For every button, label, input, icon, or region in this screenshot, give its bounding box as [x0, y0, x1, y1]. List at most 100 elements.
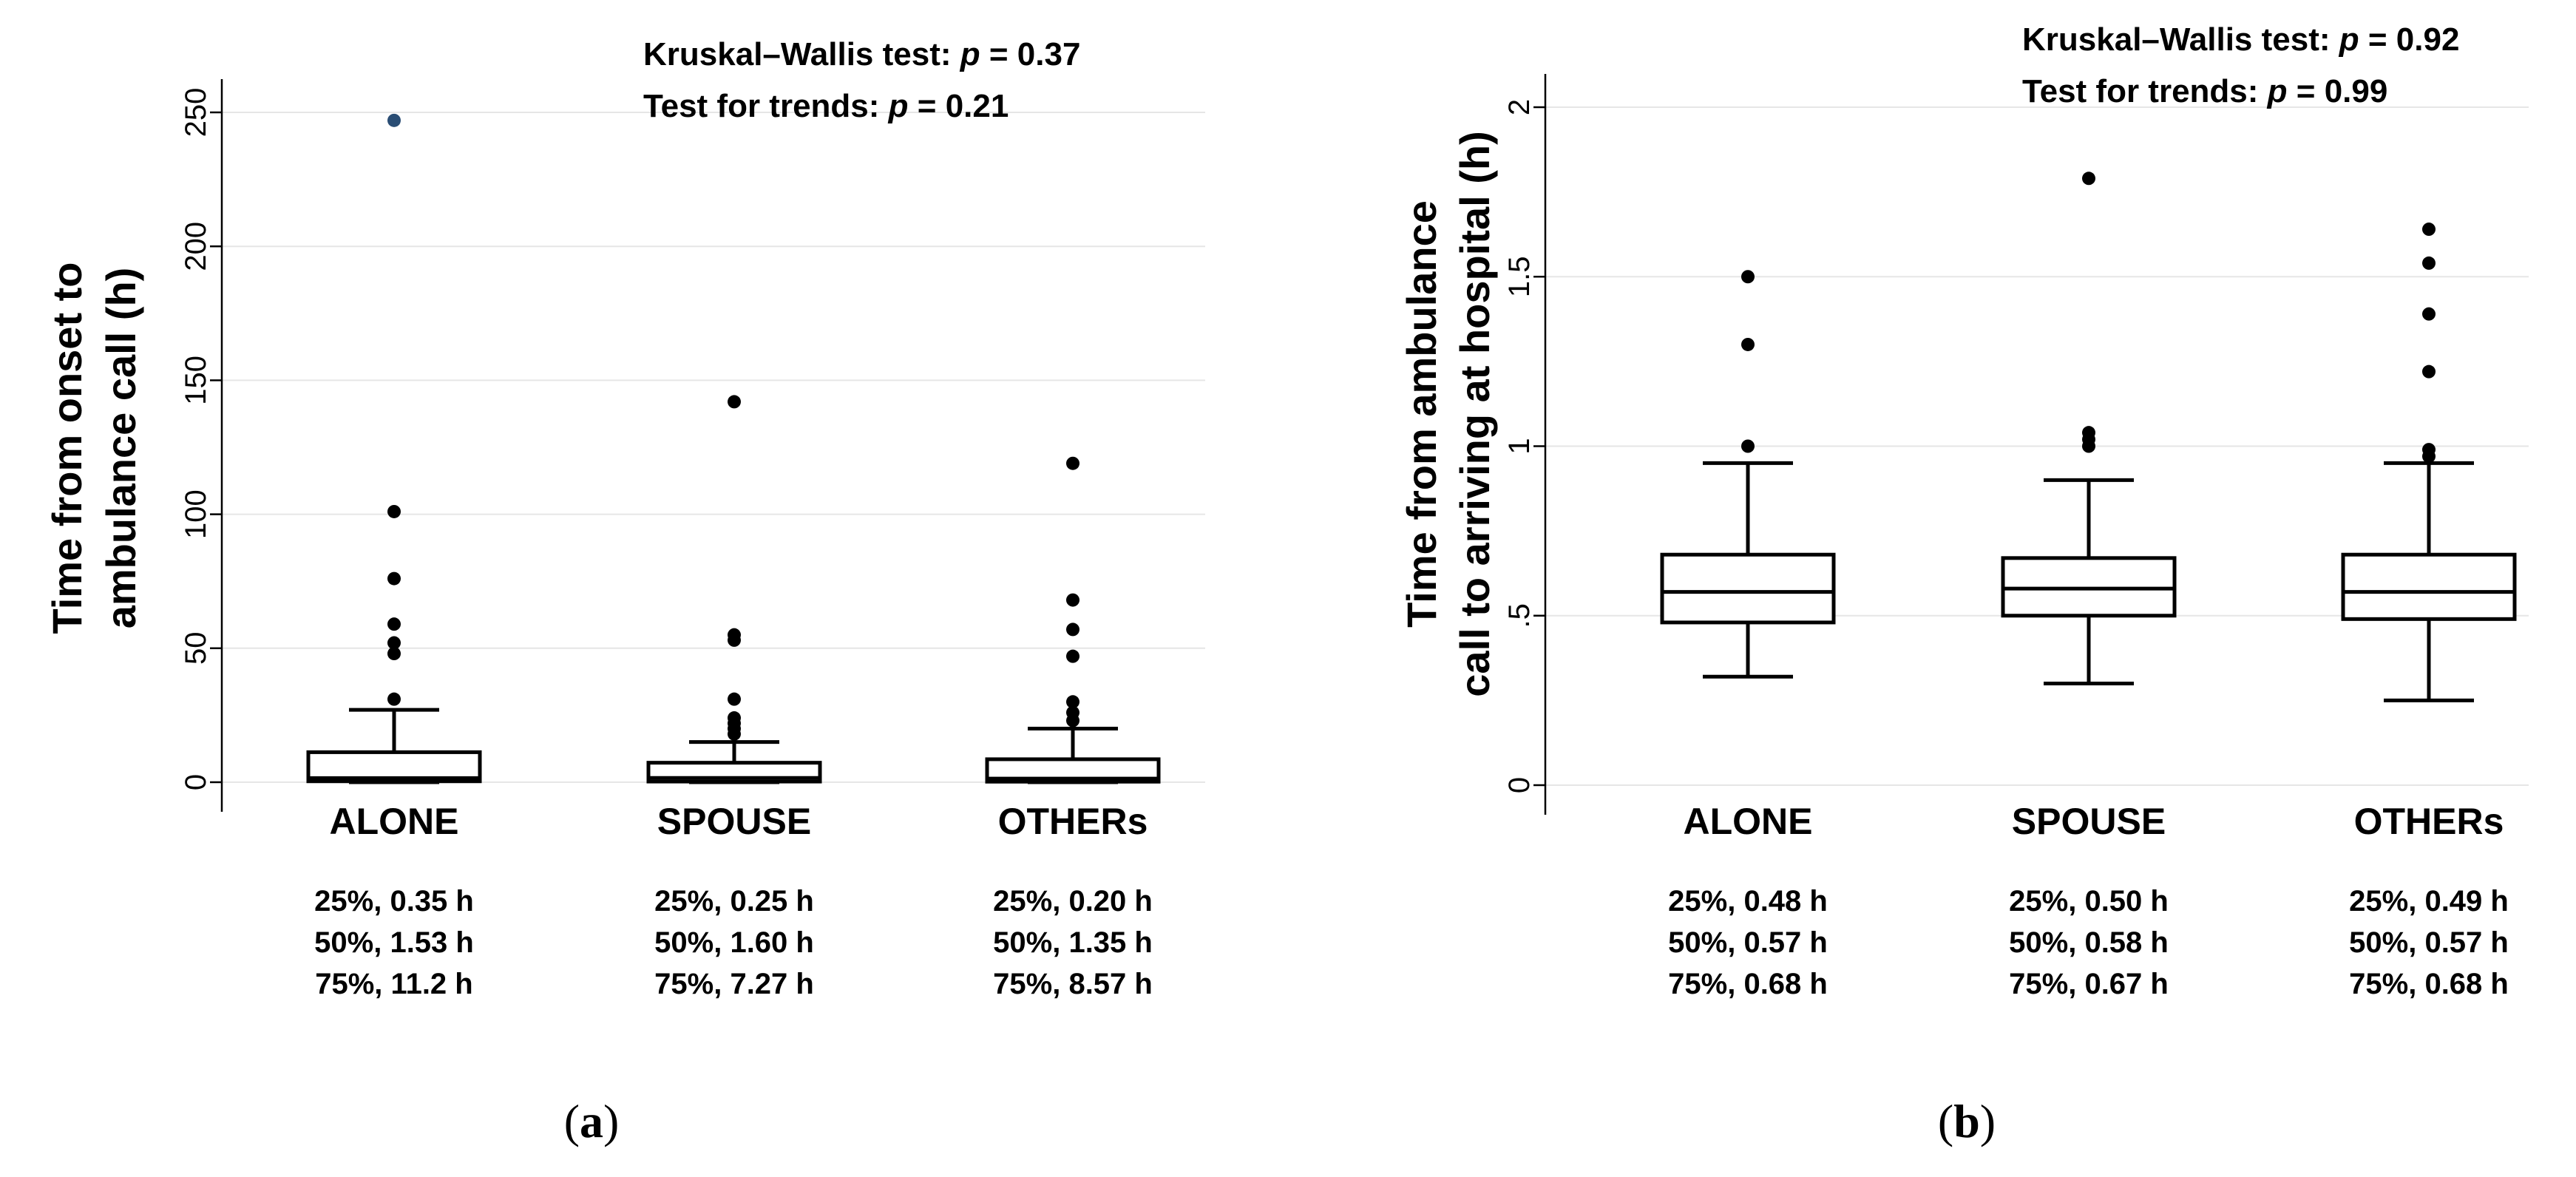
panel-a-category-labels: ALONE SPOUSE OTHERs	[330, 801, 1148, 842]
panel-a-trend-test: Test for trends: p = 0.21	[643, 88, 1009, 124]
panel-a-ylabel-line2: ambulance call (h)	[98, 268, 144, 629]
panel-a-chart: 0 50 100 150 200 250 Time from onset to ambul…	[44, 36, 1205, 1147]
panel-a-quartile-alone-0: 25%, 0.35 h	[314, 885, 474, 917]
panel-a-kw-p: p	[960, 36, 980, 72]
outlier-point	[1066, 593, 1079, 607]
panel-a-quartile-alone-2: 75%, 11.2 h	[315, 968, 472, 1000]
panel-b-y-tick-label: .5	[1503, 603, 1536, 628]
panel-a-y-ticks: 0 50 100 150 200 250	[180, 88, 222, 790]
outlier-point	[1066, 649, 1079, 663]
panel-a-quartile-alone-1: 50%, 1.53 h	[314, 926, 474, 959]
panel-a-kruskal-wallis: Kruskal–Wallis test: p = 0.37	[643, 36, 1080, 72]
panel-a-category-alone: ALONE	[330, 801, 459, 842]
panel-a-trend-p: p	[888, 88, 909, 124]
outlier-point	[1066, 705, 1079, 719]
panel-a-quartile-others-1: 50%, 1.35 h	[993, 926, 1153, 959]
panel-a-trend-value: = 0.21	[909, 88, 1009, 124]
outlier-point	[2422, 307, 2436, 321]
panel-a-y-tick-label: 0	[180, 774, 212, 790]
iqr-box	[1660, 552, 1836, 625]
panel-a-quartile-others-0: 25%, 0.20 h	[993, 885, 1153, 917]
panel-a-box-others	[985, 456, 1161, 784]
outlier-point	[1066, 623, 1079, 637]
panel-a-quartile-spouse-2: 75%, 7.27 h	[654, 968, 814, 1000]
panel-b-ylabel-line2: call to arriving at hospital (h)	[1451, 131, 1498, 696]
panel-b-y-tick-label: 0	[1503, 777, 1536, 793]
panel-a-label: (a)	[564, 1095, 620, 1147]
panel-b-box-alone	[1660, 270, 1836, 679]
panel-b-kw-value: = 0.92	[2359, 21, 2460, 58]
panel-b-box-spouse	[2001, 172, 2177, 685]
outlier-point	[387, 692, 401, 706]
panel-b-quartile-others-1: 50%, 0.57 h	[2349, 926, 2509, 959]
panel-a-label-close: )	[603, 1095, 619, 1147]
panel-b-trend-p: p	[2267, 73, 2288, 109]
outlier-point	[728, 628, 741, 642]
outlier-point	[387, 636, 401, 650]
panel-a-category-others: OTHERs	[998, 801, 1148, 842]
panel-b-category-alone: ALONE	[1684, 801, 1813, 842]
panel-b-y-ticks: 0 .5 1 1.5 2	[1503, 99, 1545, 793]
outlier-point	[1066, 695, 1079, 709]
panel-b-kruskal-wallis: Kruskal–Wallis test: p = 0.92	[2022, 21, 2459, 58]
outlier-point	[387, 113, 401, 127]
panel-b-y-tick-label: 1	[1503, 438, 1536, 454]
panel-b-y-tick-label: 2	[1503, 99, 1536, 115]
outlier-point	[2422, 256, 2436, 270]
panel-a-quartile-spouse-0: 25%, 0.25 h	[654, 885, 814, 917]
outlier-point	[387, 617, 401, 631]
panel-a-trend-prefix: Test for trends:	[643, 88, 889, 124]
panel-b-category-others: OTHERs	[2354, 801, 2504, 842]
panel-b-category-spouse: SPOUSE	[2012, 801, 2166, 842]
panel-b-category-labels: ALONE SPOUSE OTHERs	[1684, 801, 2504, 842]
panel-b-trend-prefix: Test for trends:	[2022, 73, 2268, 109]
panel-b-kw-prefix: Kruskal–Wallis test:	[2022, 21, 2339, 58]
panel-a-gridlines	[222, 112, 1205, 783]
outlier-point	[1741, 337, 1755, 351]
panel-a-box-alone	[306, 113, 482, 784]
panel-b-gridlines	[1545, 106, 2529, 786]
panel-a-boxes	[306, 113, 1161, 784]
panel-a-label-letter: a	[580, 1095, 603, 1147]
outlier-point	[728, 395, 741, 409]
outlier-point	[2422, 443, 2436, 457]
outlier-point	[2082, 172, 2095, 186]
panel-b-ylabel-line1: Time from ambulance	[1398, 200, 1445, 628]
panel-a-quartile-spouse-1: 50%, 1.60 h	[654, 926, 814, 959]
outlier-point	[2422, 223, 2436, 237]
panel-b-chart: 0 .5 1 1.5 2 Time from ambulance call to arr…	[1398, 21, 2529, 1147]
panel-b-quartile-spouse-0: 25%, 0.50 h	[2009, 885, 2169, 917]
panel-a-y-tick-label: 100	[180, 489, 212, 539]
panel-b-boxes	[1660, 172, 2517, 702]
panel-b-quartile-alone-1: 50%, 0.57 h	[1668, 926, 1828, 959]
panel-b-label-close: )	[1980, 1095, 1996, 1147]
panel-b-label-letter: b	[1953, 1095, 1980, 1147]
panel-a-y-tick-label: 50	[180, 632, 212, 665]
panel-b-quartile-spouse-2: 75%, 0.67 h	[2009, 968, 2169, 1000]
panel-a-y-tick-label: 250	[180, 88, 212, 138]
iqr-box	[2341, 552, 2517, 621]
panel-b-quartile-others-0: 25%, 0.49 h	[2349, 885, 2509, 917]
panel-b-trend-value: = 0.99	[2288, 73, 2388, 109]
panel-a-label-open: (	[564, 1095, 580, 1147]
outlier-point	[2082, 426, 2095, 440]
panel-a-y-tick-label: 150	[180, 356, 212, 405]
panel-b-quartile-alone-2: 75%, 0.68 h	[1668, 968, 1828, 1000]
panel-b-box-others	[2341, 223, 2517, 702]
panel-b-quartile-others-2: 75%, 0.68 h	[2349, 968, 2509, 1000]
panel-b-y-tick-label: 1.5	[1503, 256, 1536, 297]
panel-a-kw-prefix: Kruskal–Wallis test:	[643, 36, 960, 72]
panel-b-trend-test: Test for trends: p = 0.99	[2022, 73, 2387, 109]
panel-a-category-spouse: SPOUSE	[657, 801, 811, 842]
panel-a-y-tick-label: 200	[180, 222, 212, 271]
panel-b-label: (b)	[1938, 1095, 1996, 1147]
outlier-point	[728, 711, 741, 725]
panel-a-quartile-texts: 25%, 0.35 h 50%, 1.53 h 75%, 11.2 h 25%, 0.…	[314, 885, 1153, 1000]
panel-a-ylabel-line1: Time from onset to	[44, 262, 90, 634]
outlier-point	[728, 692, 741, 706]
outlier-point	[387, 571, 401, 586]
panel-b-kw-p: p	[2339, 21, 2359, 58]
outlier-point	[2422, 364, 2436, 379]
outlier-point	[1066, 456, 1079, 470]
